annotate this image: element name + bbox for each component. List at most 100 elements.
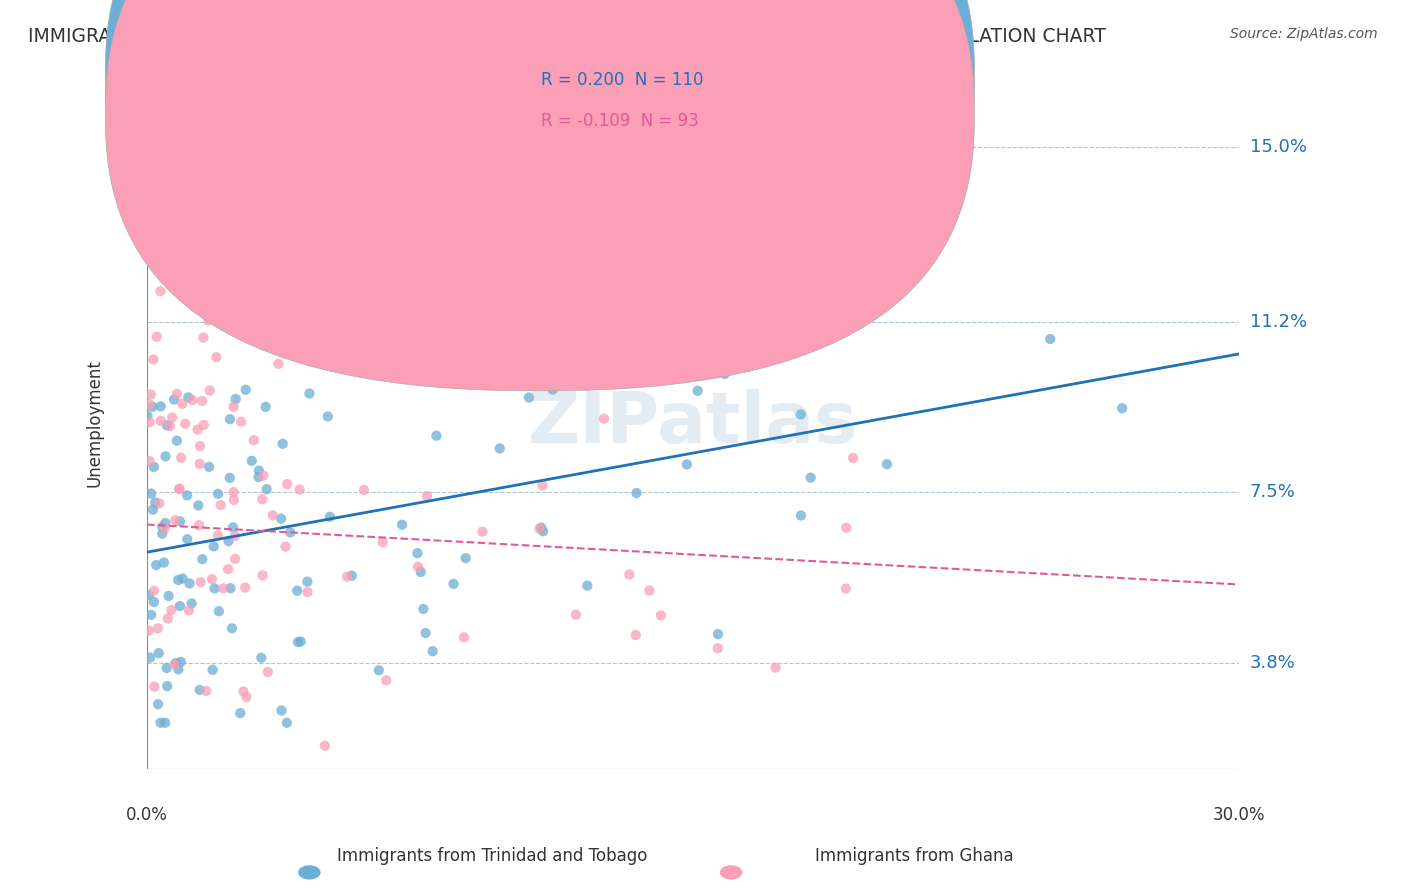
Point xyxy=(150,520,173,534)
Point xyxy=(167,573,190,587)
Point xyxy=(149,715,172,730)
Point xyxy=(409,565,432,579)
Point xyxy=(209,498,232,512)
Point xyxy=(231,415,253,429)
Point xyxy=(166,434,188,448)
Point xyxy=(146,329,169,343)
Point xyxy=(425,428,447,442)
Point xyxy=(195,684,218,698)
Point xyxy=(165,657,187,671)
Point xyxy=(256,301,278,315)
Point xyxy=(201,663,224,677)
Point xyxy=(139,650,162,665)
Point xyxy=(219,412,242,426)
Point xyxy=(187,423,209,437)
Text: 30.0%: 30.0% xyxy=(1212,805,1265,823)
Text: 0.0%: 0.0% xyxy=(127,805,167,823)
Point xyxy=(876,457,898,471)
Point xyxy=(208,604,231,618)
Point xyxy=(276,477,298,491)
Point xyxy=(193,417,215,432)
Point xyxy=(153,521,176,535)
Point xyxy=(250,650,273,665)
Point xyxy=(138,454,160,468)
Point xyxy=(650,608,672,623)
Point xyxy=(188,439,211,453)
Point xyxy=(252,568,274,582)
Point xyxy=(138,397,160,411)
Point xyxy=(224,529,246,543)
Point xyxy=(247,464,270,478)
Point xyxy=(202,540,225,554)
Point xyxy=(443,577,465,591)
Point xyxy=(353,483,375,497)
Point xyxy=(150,526,173,541)
Point xyxy=(391,517,413,532)
Point xyxy=(254,400,277,414)
Point xyxy=(169,599,191,613)
Point xyxy=(153,556,176,570)
Point xyxy=(149,400,172,414)
Point xyxy=(156,418,179,433)
Point xyxy=(638,583,661,598)
Point xyxy=(835,582,858,596)
Point xyxy=(191,552,214,566)
Point xyxy=(201,572,224,586)
Point xyxy=(367,663,389,677)
Point xyxy=(160,603,183,617)
Point xyxy=(177,391,200,405)
Point xyxy=(141,400,163,414)
Point xyxy=(146,621,169,635)
Point xyxy=(271,436,294,450)
Point xyxy=(283,232,305,246)
Point xyxy=(219,581,242,595)
Point xyxy=(172,397,194,411)
Point xyxy=(222,520,245,534)
Point xyxy=(180,596,202,610)
Point xyxy=(142,595,165,609)
Point xyxy=(233,581,256,595)
Point xyxy=(163,657,186,672)
Point xyxy=(340,568,363,582)
Point xyxy=(354,365,377,379)
Point xyxy=(624,628,647,642)
Point xyxy=(143,583,166,598)
Point xyxy=(371,535,394,549)
Point xyxy=(235,383,257,397)
Point xyxy=(169,482,191,496)
Point xyxy=(148,496,170,510)
Point xyxy=(1111,401,1133,416)
Point xyxy=(453,312,475,326)
Text: Immigrants from Trinidad and Tobago: Immigrants from Trinidad and Tobago xyxy=(337,847,647,865)
Point xyxy=(174,417,197,431)
Point xyxy=(179,576,201,591)
Point xyxy=(283,243,305,257)
Point xyxy=(188,518,211,533)
Point xyxy=(138,415,160,429)
Point xyxy=(166,387,188,401)
Point xyxy=(218,534,240,549)
Point xyxy=(593,411,616,425)
Text: Immigrants from Ghana: Immigrants from Ghana xyxy=(814,847,1014,865)
Point xyxy=(153,715,176,730)
Point xyxy=(790,408,813,422)
Point xyxy=(225,392,247,406)
Point xyxy=(142,502,165,516)
Text: R = 0.200  N = 110: R = 0.200 N = 110 xyxy=(541,71,704,89)
Point xyxy=(517,391,540,405)
Point xyxy=(686,384,709,398)
Point xyxy=(142,459,165,474)
Point xyxy=(204,582,226,596)
Point xyxy=(159,419,181,434)
Point xyxy=(551,354,574,368)
Point xyxy=(576,579,599,593)
Point xyxy=(685,356,707,370)
Point xyxy=(412,602,434,616)
Point xyxy=(800,470,823,484)
Text: ZIPatlas: ZIPatlas xyxy=(527,389,858,458)
Point xyxy=(181,393,204,408)
Point xyxy=(149,414,172,428)
Point xyxy=(243,434,266,448)
Point xyxy=(157,589,180,603)
Point xyxy=(139,486,162,500)
